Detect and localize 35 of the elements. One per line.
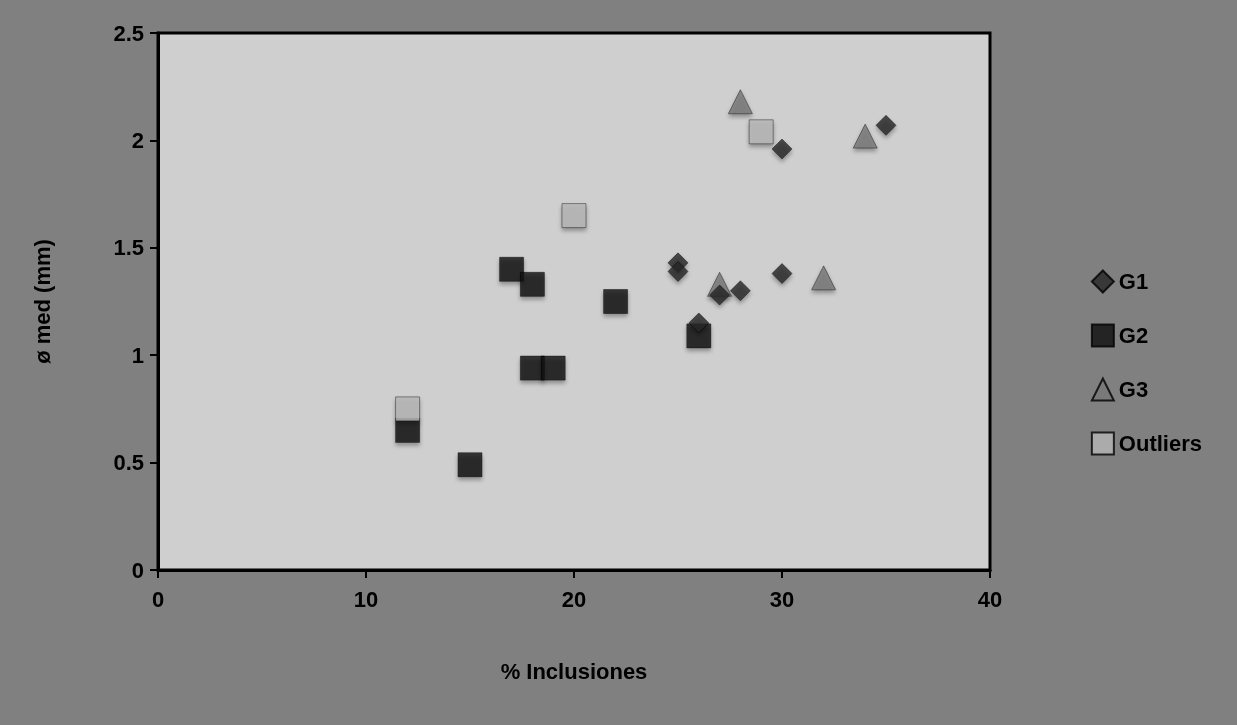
legend-label: G1 xyxy=(1118,269,1149,294)
point xyxy=(603,289,628,314)
x-tick-label: 40 xyxy=(977,586,1003,612)
legend-label: G3 xyxy=(1118,377,1149,402)
x-axis-title: % Inclusiones xyxy=(500,658,648,684)
point xyxy=(395,396,420,422)
y-tick-label: 2 xyxy=(131,127,144,153)
y-tick-label: 0 xyxy=(131,557,144,583)
point xyxy=(709,284,730,306)
x-tick-label: 10 xyxy=(353,586,379,612)
point xyxy=(730,280,751,302)
point xyxy=(728,89,753,114)
y-tick-label: 0.5 xyxy=(113,450,144,476)
y-tick-label: 2.5 xyxy=(113,20,144,46)
legend-label: G2 xyxy=(1118,323,1149,348)
point xyxy=(561,203,587,228)
y-tick-label: 1.5 xyxy=(113,235,144,261)
x-tick-label: 20 xyxy=(561,586,587,612)
point xyxy=(457,452,483,477)
point xyxy=(771,138,793,160)
point xyxy=(852,123,878,149)
point xyxy=(667,261,689,282)
y-tick-label: 1 xyxy=(131,342,144,368)
y-axis-title: ø med (mm) xyxy=(29,239,55,364)
point xyxy=(499,257,524,282)
point xyxy=(688,312,710,334)
point xyxy=(771,263,793,284)
legend-label: Outliers xyxy=(1118,431,1203,456)
point xyxy=(540,355,566,381)
x-tick-label: 30 xyxy=(769,586,795,612)
x-tick-label: 0 xyxy=(151,586,165,612)
point xyxy=(875,115,897,136)
point xyxy=(748,119,774,145)
point xyxy=(520,272,545,297)
point xyxy=(811,265,836,291)
